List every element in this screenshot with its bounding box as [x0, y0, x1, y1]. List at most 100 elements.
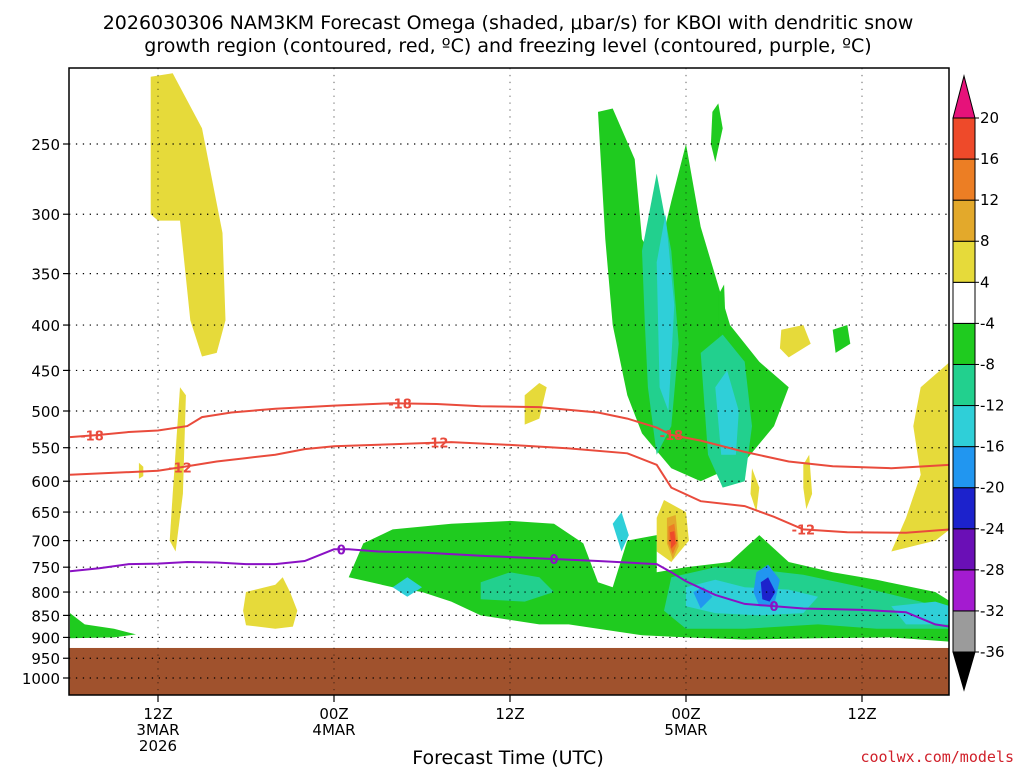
colorbar-segment-9: [952, 240, 976, 283]
contour-line-1: [69, 441, 949, 534]
y-tick-label-650: 650: [31, 504, 60, 522]
colorbar-segment-0: [952, 610, 976, 653]
contour-label-1-2: -12: [792, 523, 816, 538]
y-axis-ticks: 250 300 350 400 450 500 550 600 650 700 750 800 850 9…: [22, 136, 69, 688]
contour-label-0-1: -18: [388, 397, 412, 412]
omega-region-23: [891, 601, 949, 625]
contour-label-2-0: 0: [337, 543, 346, 558]
y-tick-label-300: 300: [31, 206, 60, 224]
omega-region-4: [524, 383, 547, 425]
contour-label-1-0: -12: [168, 461, 192, 476]
omega-region-9: [598, 108, 789, 482]
y-tick-label-350: 350: [31, 266, 60, 284]
y-tick-label-700: 700: [31, 533, 60, 551]
plot-frame: [68, 67, 950, 696]
omega-region-6: [803, 454, 813, 510]
omega-region-24: [612, 512, 629, 552]
contour-label-1-1: -12: [425, 437, 449, 452]
colorbar-segment-12: [952, 117, 976, 160]
x-tick-label-0-2: 2026: [139, 737, 177, 755]
y-tick-label-450: 450: [31, 362, 60, 380]
terrain: [69, 647, 949, 695]
contour-line-2: [69, 548, 949, 628]
colorbar-segment-4: [952, 446, 976, 489]
contour-label-2-2: 0: [769, 600, 778, 615]
chart-title-line2: growth region (contoured, red, ºC) and f…: [144, 35, 871, 57]
x-tick-label-1-1: 4MAR: [312, 721, 355, 739]
colorbar-segment-6: [952, 363, 976, 407]
colorbar-label-3: -24: [980, 520, 1005, 538]
colorbar-label-10: 8: [980, 232, 990, 250]
colorbar-segment-8: [952, 281, 976, 324]
colorbar-label-9: 4: [980, 273, 990, 291]
omega-region-3: [243, 577, 298, 629]
omega-region-12: [832, 325, 851, 353]
terrain-fill: [69, 647, 949, 695]
omega-region-13: [779, 325, 811, 358]
contour-label-2-1: 0: [549, 553, 558, 568]
colorbar-label-1: -32: [980, 602, 1005, 620]
omega-region-20: [656, 214, 675, 411]
omega-region-14: [70, 613, 136, 639]
x-axis-label: Forecast Time (UTC): [412, 747, 603, 768]
colorbar-segment-10: [952, 199, 976, 242]
y-tick-label-600: 600: [31, 473, 60, 491]
colorbar-label-2: -28: [980, 561, 1005, 579]
colorbar-segment-1: [952, 569, 976, 612]
chart-title-line1: 2026030306 NAM3KM Forecast Omega (shaded…: [103, 12, 914, 34]
colorbar-segment-5: [952, 405, 976, 448]
colorbar-under-arrow: [952, 651, 976, 692]
colorbar-label-5: -16: [980, 438, 1005, 456]
omega-region-11: [718, 284, 726, 353]
plot-area: -18 -18 -18 -12 -12 -12 0 0 0: [69, 68, 949, 695]
colorbar: -36 -32 -28 -24 -20 -16 -12 -8 -4 4 8 12 16 20: [952, 74, 1005, 692]
x-tick-label-0-0: 12Z: [143, 705, 172, 723]
colorbar-over-arrow: [952, 74, 976, 119]
omega-region-28: [760, 577, 776, 602]
y-tick-label-400: 400: [31, 317, 60, 335]
colorbar-label-13: 20: [980, 109, 999, 127]
omega-region-0: [150, 73, 226, 357]
colorbar-label-7: -8: [980, 355, 995, 373]
omega-region-7: [750, 468, 760, 513]
x-tick-label-3-1: 5MAR: [664, 721, 707, 739]
omega-region-10: [710, 103, 723, 163]
x-tick-label-2-0: 12Z: [495, 705, 524, 723]
y-tick-label-550: 550: [31, 440, 60, 458]
x-tick-label-1-0: 00Z: [319, 705, 348, 723]
colorbar-segment-7: [952, 322, 976, 365]
y-tick-label-800: 800: [31, 584, 60, 602]
contour-label-0-0: -18: [80, 429, 104, 444]
omega-region-21: [715, 370, 739, 455]
colorbar-label-6: -12: [980, 397, 1005, 415]
contour-label-0-2: -18: [660, 429, 684, 444]
colorbar-label-11: 12: [980, 191, 999, 209]
colorbar-segment-3: [952, 487, 976, 530]
x-tick-label-0-1: 3MAR: [136, 721, 179, 739]
x-tick-label-3-0: 00Z: [671, 705, 700, 723]
omega-shading: [70, 73, 949, 642]
x-tick-label-4-0: 12Z: [847, 705, 876, 723]
y-tick-label-500: 500: [31, 403, 60, 421]
credit-link[interactable]: coolwx.com/models: [860, 748, 1014, 766]
colorbar-label-8: -4: [980, 314, 995, 332]
colorbar-label-0: -36: [980, 643, 1005, 661]
y-tick-label-950: 950: [31, 650, 60, 668]
colorbar-segment-2: [952, 528, 976, 571]
y-tick-label-250: 250: [31, 136, 60, 154]
gridlines: [69, 68, 949, 695]
contours: -18 -18 -18 -12 -12 -12 0 0 0: [69, 397, 949, 628]
y-tick-label-900: 900: [31, 629, 60, 647]
y-tick-label-750: 750: [31, 559, 60, 577]
contour-line-0: [69, 402, 949, 470]
omega-region-1: [169, 387, 186, 552]
y-tick-label-1000: 1000: [22, 670, 60, 688]
y-tick-label-850: 850: [31, 607, 60, 625]
colorbar-label-4: -20: [980, 479, 1005, 497]
omega-region-8: [891, 362, 949, 552]
colorbar-label-12: 16: [980, 150, 999, 168]
omega-region-31: [669, 531, 676, 549]
colorbar-segment-11: [952, 158, 976, 201]
